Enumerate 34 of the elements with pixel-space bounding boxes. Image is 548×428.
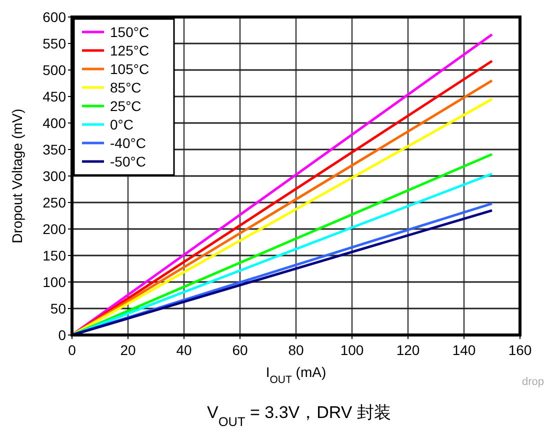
legend-label: 0°C bbox=[110, 116, 134, 132]
x-tick-label: 100 bbox=[340, 342, 364, 358]
y-tick-label: 500 bbox=[42, 62, 66, 78]
y-tick-label: 0 bbox=[58, 327, 66, 343]
y-tick-label: 200 bbox=[42, 221, 66, 237]
y-axis-title: Dropout Voltage (mV) bbox=[9, 108, 25, 244]
y-tick-label: 300 bbox=[42, 168, 66, 184]
legend-label: -40°C bbox=[110, 135, 146, 151]
x-tick-label: 60 bbox=[232, 342, 248, 358]
x-tick-label: 80 bbox=[288, 342, 304, 358]
y-tick-label: 50 bbox=[50, 300, 66, 316]
x-axis-title: I$_{OUT}$ (mA) bbox=[266, 364, 326, 386]
legend-label: 25°C bbox=[110, 98, 142, 114]
text: drop bbox=[522, 376, 544, 388]
y-tick-label: 250 bbox=[42, 194, 66, 210]
legend-label: -50°C bbox=[110, 154, 146, 170]
legend-label: 105°C bbox=[110, 61, 150, 77]
y-tick-label: 550 bbox=[42, 36, 66, 52]
x-tick-label: 160 bbox=[508, 342, 532, 358]
x-tick-label: 140 bbox=[452, 342, 476, 358]
legend-label: 150°C bbox=[110, 24, 150, 40]
y-tick-label: 100 bbox=[42, 274, 66, 290]
y-tick-label: 350 bbox=[42, 142, 66, 158]
legend-label: 85°C bbox=[110, 80, 142, 96]
x-tick-label: 120 bbox=[396, 342, 420, 358]
x-tick-label: 0 bbox=[68, 342, 76, 358]
y-tick-label: 450 bbox=[42, 88, 66, 104]
y-tick-label: 600 bbox=[42, 9, 66, 25]
legend-label: 125°C bbox=[110, 42, 150, 58]
y-tick-label: 400 bbox=[42, 115, 66, 131]
x-tick-label: 40 bbox=[176, 342, 192, 358]
x-tick-label: 20 bbox=[120, 342, 136, 358]
text: V$_{OUT}$ = 3.3V，DRV 封装 bbox=[207, 403, 391, 428]
y-tick-label: 150 bbox=[42, 248, 66, 264]
